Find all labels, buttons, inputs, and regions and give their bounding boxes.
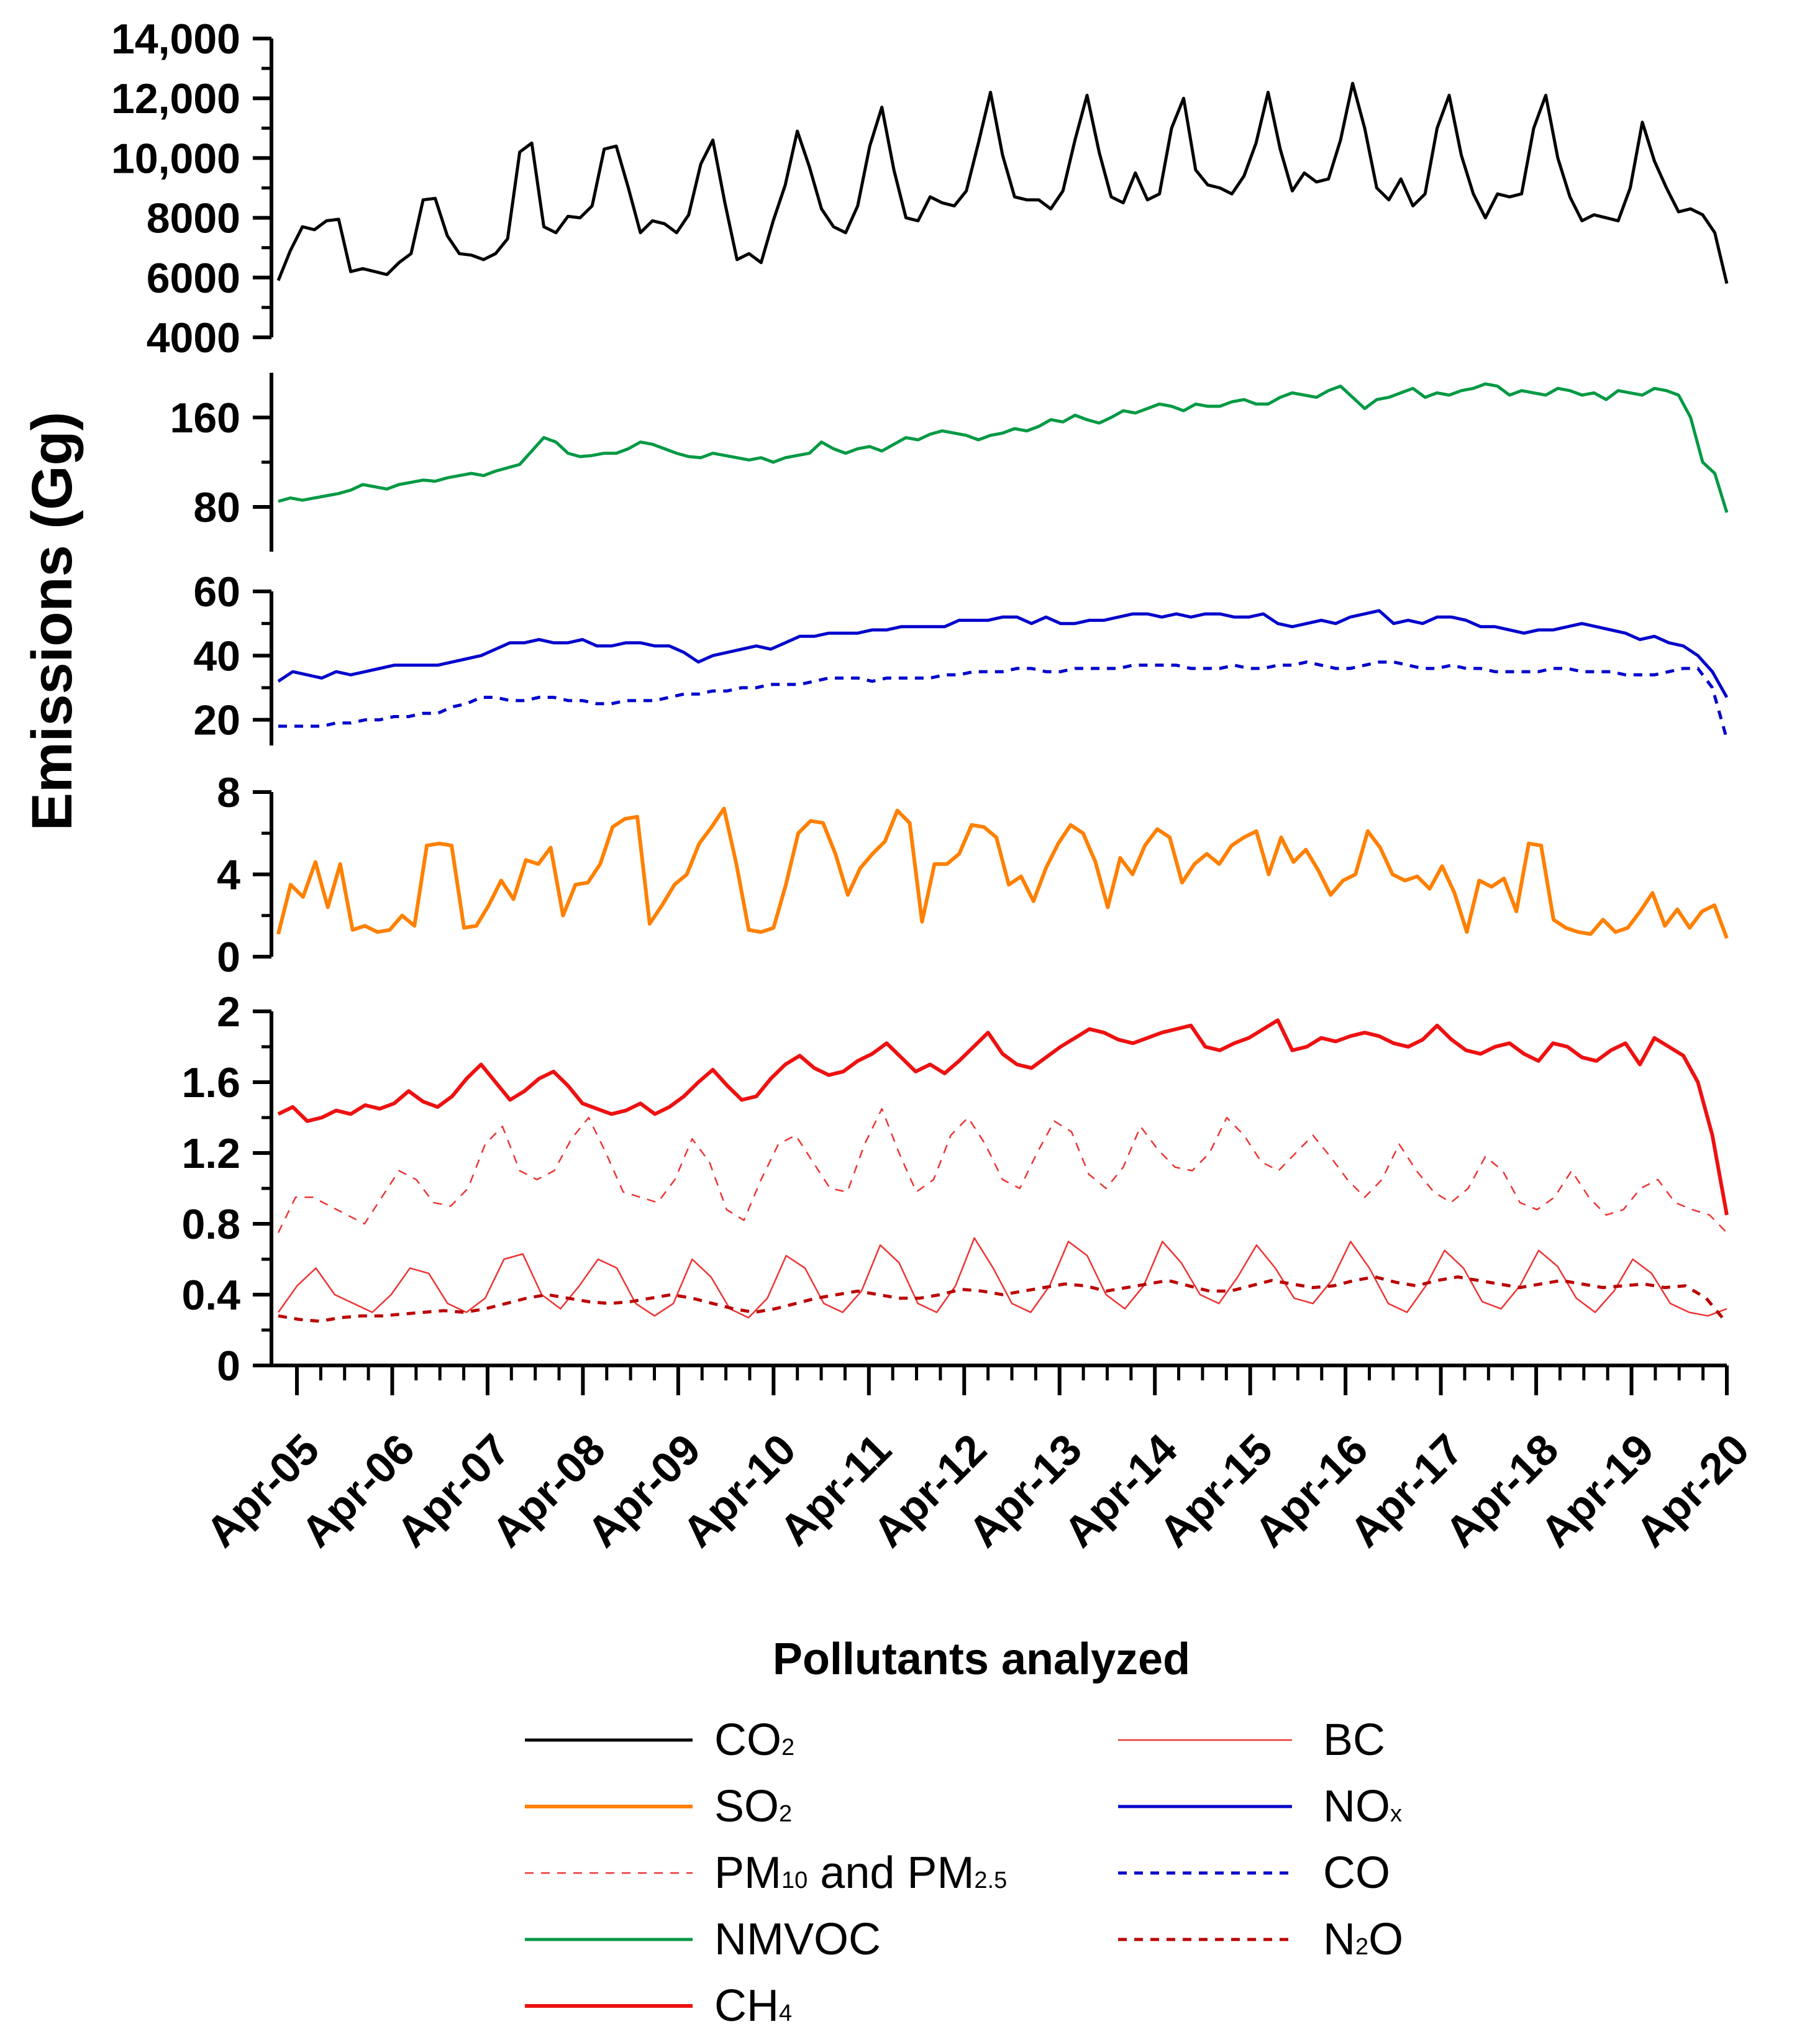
legend-label: CH4	[714, 1981, 792, 2031]
panel-ch4_pm_bc_n2o: 0 0.4 0.8 1.2 1.6 2	[181, 988, 1729, 1390]
series-co	[278, 660, 1729, 740]
y-tick-label: 14,000	[111, 16, 240, 63]
y-tick-label: 1.2	[181, 1130, 240, 1177]
series-co2	[276, 81, 1729, 284]
series-so2	[276, 806, 1729, 939]
legend-label: NOx	[1323, 1782, 1402, 1831]
legend-item-bc: BC	[1118, 1715, 1385, 1765]
series-bc	[277, 1237, 1727, 1319]
legend-label: NMVOC	[714, 1915, 881, 1964]
legend-label: CO	[1323, 1848, 1390, 1898]
legend-item-ch4: CH4	[525, 1981, 792, 2031]
legend: Pollutants analyzed CO2 BC SO2 NOx PM10 and …	[525, 1634, 1403, 2031]
y-tick-label: 0.4	[181, 1272, 240, 1319]
series-nox	[277, 609, 1729, 698]
legend-label: N2O	[1323, 1915, 1403, 1964]
y-tick-label: 80	[193, 484, 240, 531]
y-tick-label: 6000	[147, 255, 240, 302]
y-tick-label: 4	[217, 852, 240, 899]
y-tick-label: 0	[217, 1342, 240, 1390]
y-tick-label: 0.8	[181, 1201, 240, 1248]
legend-item-so2: SO2	[525, 1782, 792, 1831]
y-tick-label: 1.6	[181, 1059, 240, 1106]
y-tick-label: 0	[217, 934, 240, 981]
y-tick-label: 8000	[147, 195, 240, 242]
y-tick-label: 160	[170, 394, 240, 442]
x-axis: Apr-05Apr-06Apr-07Apr-08Apr-09Apr-10Apr-…	[197, 1364, 1759, 1556]
legend-item-nmvoc: NMVOC	[525, 1915, 881, 1964]
legend-item-nox: NOx	[1118, 1782, 1402, 1831]
y-axis-label: Emissions (Gg)	[20, 412, 84, 831]
panel-nmvoc: 80 160	[170, 373, 1729, 552]
series-pm	[277, 1108, 1727, 1234]
series-n2o	[278, 1275, 1728, 1324]
y-tick-label: 10,000	[111, 135, 240, 182]
legend-item-co2: CO2	[525, 1715, 794, 1765]
y-tick-label: 40	[193, 632, 240, 680]
legend-label: BC	[1323, 1715, 1385, 1765]
series-ch4	[277, 1018, 1729, 1216]
y-tick-label: 20	[193, 697, 240, 744]
y-tick-label: 60	[193, 568, 240, 616]
y-tick-label: 4000	[147, 314, 240, 362]
panel-co2: 4000 6000 8000 10,000 12,000 14,000	[111, 16, 1729, 362]
legend-item-pm: PM10 and PM2.5	[525, 1848, 1007, 1898]
legend-label: CO2	[714, 1715, 794, 1765]
y-tick-label: 2	[217, 988, 240, 1036]
legend-item-n2o: N2O	[1118, 1915, 1403, 1964]
y-tick-label: 12,000	[111, 75, 240, 122]
legend-label: PM10 and PM2.5	[714, 1848, 1007, 1898]
chart-panels: 40006000800010,00012,00014,0008016020406…	[111, 16, 1729, 1390]
legend-title: Pollutants analyzed	[773, 1634, 1190, 1684]
panel-so2: 0 4 8	[217, 769, 1729, 981]
panel-nox_co: 20 40 60	[193, 568, 1729, 745]
y-tick-label: 8	[217, 769, 240, 816]
legend-item-co: CO	[1118, 1848, 1390, 1898]
legend-label: SO2	[714, 1782, 792, 1831]
series-nmvoc	[278, 382, 1729, 513]
